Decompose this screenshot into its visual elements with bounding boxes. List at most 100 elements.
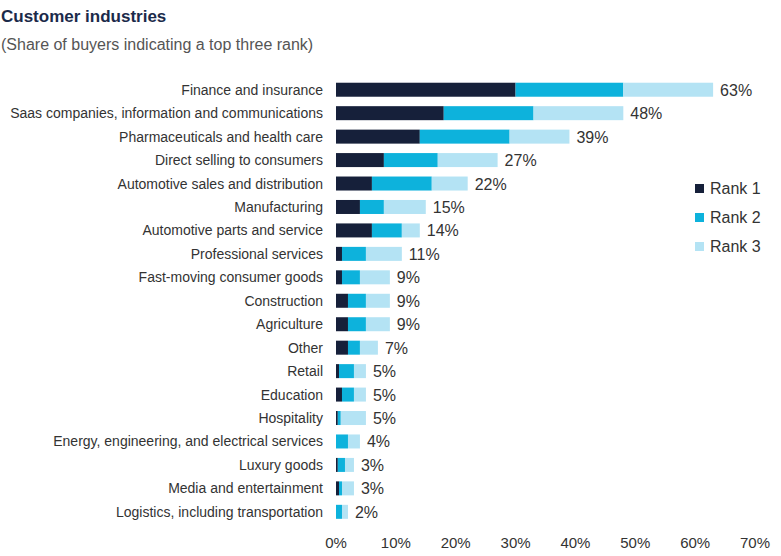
total-label: 3% (361, 457, 384, 474)
total-label: 27% (505, 152, 537, 169)
bar-segment (336, 364, 339, 378)
bar-segment (336, 341, 348, 355)
bar-segment (360, 341, 378, 355)
bar-segment (336, 317, 348, 331)
total-label: 4% (367, 433, 390, 450)
category-label: Automotive sales and distribution (118, 176, 323, 192)
bar-segment (336, 153, 384, 167)
total-label: 14% (427, 222, 459, 239)
bar-segment (534, 106, 624, 120)
total-label: 5% (373, 363, 396, 380)
category-label: Energy, engineering, and electrical serv… (53, 433, 323, 449)
bar-segment (336, 294, 348, 308)
legend-label: Rank 1 (710, 180, 761, 197)
bar-segment (336, 106, 444, 120)
bar-segment (342, 247, 366, 261)
category-label: Automotive parts and service (142, 222, 323, 238)
bars (336, 83, 713, 519)
total-label: 48% (630, 105, 662, 122)
bar-segment (354, 388, 366, 402)
category-label: Manufacturing (234, 199, 323, 215)
category-label: Pharmaceuticals and health care (119, 129, 323, 145)
bar-segment (354, 364, 366, 378)
title: Customer industries (1, 7, 166, 26)
x-tick-label: 70% (740, 534, 770, 551)
bar-segment (342, 481, 354, 495)
bar-segment (336, 83, 516, 97)
total-label: 15% (433, 199, 465, 216)
bar-segment (336, 411, 338, 425)
bar-segment (345, 458, 354, 472)
bar-segment (360, 200, 384, 214)
bar-segment (444, 106, 534, 120)
total-label: 11% (409, 246, 440, 263)
legend-swatch (695, 213, 704, 222)
x-tick-label: 40% (560, 534, 590, 551)
total-label: 9% (397, 269, 420, 286)
bar-segment (432, 177, 468, 191)
category-label: Professional services (191, 246, 323, 262)
chart: Customer industries (Share of buyers indi… (0, 0, 781, 556)
bar-segment (342, 505, 348, 519)
bar-segment (360, 270, 390, 284)
bar-segment (623, 83, 713, 97)
bar-segment (336, 200, 360, 214)
legend: Rank 1 Rank 2 Rank 3 (695, 180, 761, 255)
x-tick-label: 30% (501, 534, 531, 551)
bar-segment (336, 270, 342, 284)
bar-segment (516, 83, 624, 97)
category-label: Saas companies, information and communic… (10, 105, 323, 121)
bar-segment (438, 153, 498, 167)
x-tick-label: 10% (381, 534, 411, 551)
legend-swatch (695, 242, 704, 251)
x-tick-label: 20% (441, 534, 471, 551)
total-label: 22% (475, 176, 507, 193)
category-label: Agriculture (256, 316, 323, 332)
category-label: Construction (244, 293, 323, 309)
x-tick-label: 0% (325, 534, 347, 551)
bar-segment (348, 341, 360, 355)
total-label: 5% (373, 387, 396, 404)
bar-segment (336, 223, 372, 237)
total-label: 7% (385, 340, 408, 357)
total-label: 9% (397, 293, 420, 310)
category-label: Hospitality (258, 410, 323, 426)
category-label: Other (288, 340, 323, 356)
category-label: Luxury goods (239, 457, 323, 473)
bar-segment (339, 364, 354, 378)
bar-segment (402, 223, 420, 237)
bar-segment (348, 317, 366, 331)
bar-segment (342, 388, 354, 402)
bar-segment (339, 481, 342, 495)
total-label: 5% (373, 410, 396, 427)
total-label: 3% (361, 480, 384, 497)
bar-segment (336, 458, 338, 472)
category-label: Retail (287, 363, 323, 379)
bar-segment (336, 177, 372, 191)
bar-segment (341, 411, 366, 425)
bar-segment (336, 130, 420, 144)
bar-segment (372, 177, 432, 191)
bar-segment (336, 434, 348, 448)
bar-segment (366, 247, 402, 261)
category-label: Education (261, 387, 323, 403)
bar-segment (384, 200, 426, 214)
category-label: Finance and insurance (181, 82, 323, 98)
total-label: 2% (355, 504, 378, 521)
subtitle: (Share of buyers indicating a top three … (1, 36, 313, 53)
category-label: Logistics, including transportation (116, 504, 323, 520)
bar-segment (338, 411, 341, 425)
bar-segment (342, 270, 360, 284)
legend-swatch (695, 184, 704, 193)
category-label: Media and entertainment (168, 480, 323, 496)
bar-segment (336, 481, 339, 495)
x-tick-label: 50% (620, 534, 650, 551)
bar-segment (336, 505, 342, 519)
bar-segment (348, 434, 360, 448)
x-tick-label: 60% (680, 534, 710, 551)
legend-label: Rank 2 (710, 209, 761, 226)
legend-label: Rank 3 (710, 238, 761, 255)
total-label: 39% (576, 129, 608, 146)
bar-segment (420, 130, 510, 144)
total-label: 9% (397, 316, 420, 333)
